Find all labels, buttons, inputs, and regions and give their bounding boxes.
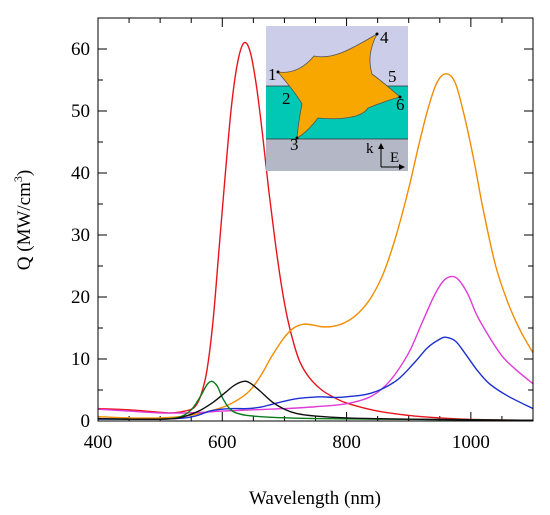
y-tick-label-2: 20 [71,287,90,308]
inset-label-1: 1 [268,65,277,84]
inset-label-5: 5 [388,67,397,86]
inset-label-4: 4 [380,28,389,47]
inset-k-label: k [366,141,374,157]
x-tick-label-1: 600 [208,432,237,453]
series-line-5 [97,380,534,422]
series-line-2 [97,73,534,419]
y-tick-label-4: 40 [71,163,90,184]
inset-corner-dots [276,32,402,140]
inset-k-arrow [378,143,384,167]
series-line-4 [98,336,534,420]
y-tick-label-6: 60 [71,39,90,60]
series-lines [97,41,534,422]
x-tick-label-2: 800 [332,432,361,453]
inset-label-6: 6 [396,95,405,114]
y-tick-label-3: 30 [71,225,90,246]
y-tick-label-0: 0 [81,411,91,432]
inset-e-label: E [390,150,399,166]
inset-label-3: 3 [290,135,299,154]
series-line-6 [97,380,534,422]
x-tick-label-3: 1000 [452,432,490,453]
x-axis-label: Wavelength (nm) [249,488,381,509]
plot-frame [97,17,534,422]
y-tick-label-5: 50 [71,101,90,122]
series-line-3 [97,275,534,414]
inset-particle [277,32,401,139]
inset-label-2: 2 [282,89,291,108]
x-tick-labels: 400 600 800 1000 [84,432,490,453]
series-line-1 [97,41,534,422]
y-tick-label-1: 10 [71,349,90,370]
y-tick-labels: 0 10 20 30 40 50 60 [71,39,90,432]
x-tick-label-0: 400 [84,432,113,453]
inset-schematic: 1 2 3 4 5 6 k E [266,26,408,171]
inset-substrate [266,139,408,171]
inset-e-arrow [381,164,405,170]
y-axis-label: Q (MW/cm3) [11,170,35,270]
